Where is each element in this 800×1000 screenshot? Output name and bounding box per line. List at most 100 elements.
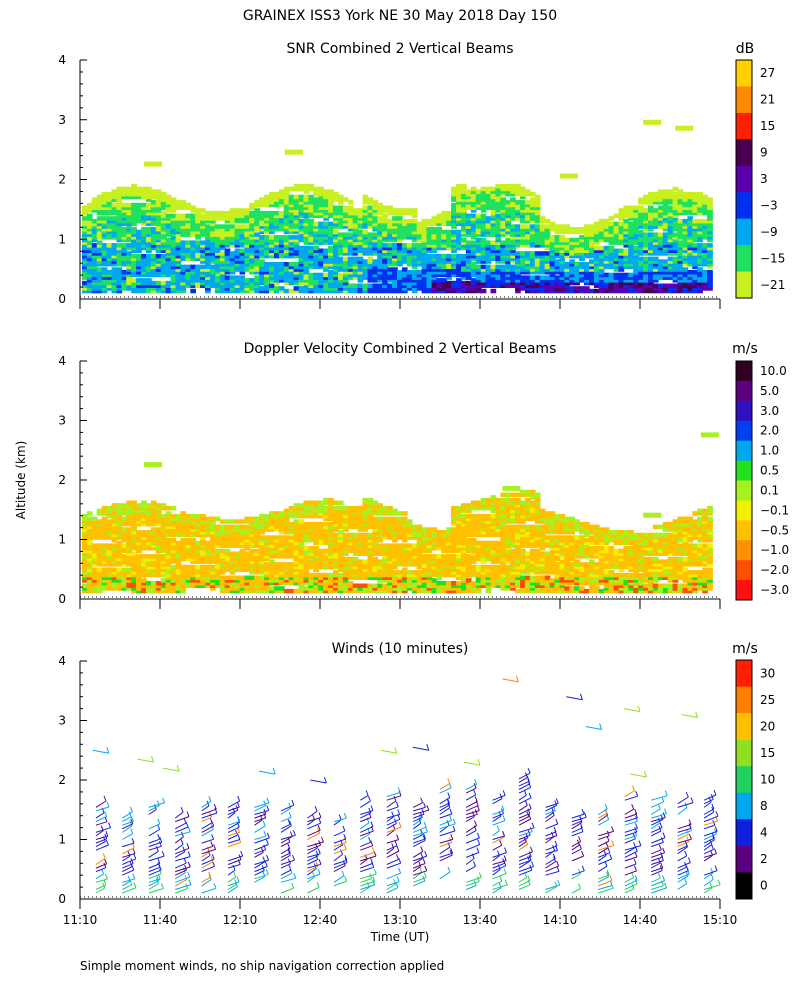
field-cell bbox=[318, 256, 324, 262]
field-cell bbox=[180, 548, 187, 554]
field-cell bbox=[264, 200, 270, 205]
field-cell bbox=[146, 267, 152, 272]
field-cell bbox=[328, 264, 334, 270]
field-cell bbox=[633, 227, 639, 232]
field-cell bbox=[131, 532, 137, 538]
field-cell bbox=[210, 556, 216, 562]
field-cell bbox=[657, 232, 664, 237]
field-cell bbox=[269, 567, 275, 572]
field-cell bbox=[269, 251, 275, 256]
field-cell bbox=[623, 224, 630, 229]
field-cell bbox=[126, 208, 132, 213]
field-cell bbox=[579, 237, 585, 243]
field-cell bbox=[283, 221, 290, 227]
field-cell bbox=[249, 554, 255, 559]
field-cell bbox=[589, 245, 595, 251]
field-cell bbox=[465, 192, 472, 197]
field-cell bbox=[239, 256, 246, 262]
field-cell bbox=[480, 248, 487, 253]
field-cell bbox=[372, 227, 379, 232]
field-cell bbox=[397, 227, 403, 232]
field-cell bbox=[126, 213, 132, 219]
field-cell bbox=[657, 248, 664, 253]
field-cell bbox=[170, 570, 177, 575]
field-cell bbox=[259, 578, 265, 583]
field-cell bbox=[224, 578, 231, 583]
field-cell bbox=[342, 240, 349, 245]
field-cell bbox=[239, 543, 246, 548]
field-cell bbox=[584, 232, 590, 237]
field-cell bbox=[490, 186, 497, 192]
field-cell bbox=[136, 253, 142, 259]
field-cell bbox=[470, 272, 477, 278]
field-cell bbox=[96, 270, 103, 275]
field-cell bbox=[598, 221, 605, 227]
field-cell bbox=[593, 264, 600, 270]
field-cell bbox=[362, 262, 369, 267]
field-cell bbox=[529, 243, 536, 248]
field-cell bbox=[210, 580, 216, 586]
field-cell bbox=[264, 572, 270, 578]
field-cell bbox=[397, 208, 403, 213]
field-cell bbox=[185, 229, 192, 235]
field-cell bbox=[141, 192, 147, 197]
field-cell bbox=[308, 210, 315, 216]
field-cell bbox=[446, 240, 452, 245]
field-cell bbox=[283, 200, 290, 205]
field-cell bbox=[529, 275, 536, 280]
field-cell bbox=[224, 251, 231, 256]
field-cell bbox=[121, 232, 128, 237]
field-cell bbox=[146, 513, 152, 519]
field-cell bbox=[278, 248, 285, 253]
field-cell bbox=[96, 554, 103, 559]
field-cell bbox=[239, 237, 246, 243]
field-cell bbox=[377, 278, 383, 283]
field-cell bbox=[259, 243, 265, 248]
field-cell bbox=[214, 262, 221, 267]
field-cell bbox=[298, 200, 305, 205]
field-cell bbox=[618, 216, 625, 221]
field-cell bbox=[141, 580, 147, 586]
field-cell bbox=[623, 232, 630, 237]
field-cell bbox=[333, 280, 339, 286]
field-cell bbox=[293, 562, 300, 567]
field-cell bbox=[96, 229, 103, 235]
field-cell bbox=[116, 586, 123, 591]
field-cell bbox=[101, 283, 108, 288]
field-cell bbox=[259, 516, 265, 522]
field-cell bbox=[82, 267, 88, 272]
field-cell bbox=[288, 245, 295, 251]
field-cell bbox=[618, 229, 625, 235]
field-cell bbox=[298, 270, 305, 275]
field-cell bbox=[480, 275, 487, 280]
field-cell bbox=[126, 556, 132, 562]
field-cell bbox=[633, 208, 639, 213]
field-cell bbox=[244, 540, 251, 546]
field-cell bbox=[451, 259, 457, 264]
field-cell bbox=[205, 530, 211, 535]
field-cell bbox=[529, 218, 536, 224]
field-cell bbox=[337, 256, 344, 262]
field-cell bbox=[101, 286, 108, 291]
field-cell bbox=[593, 259, 600, 264]
field-cell bbox=[126, 570, 132, 575]
field-cell bbox=[367, 235, 374, 240]
field-cell bbox=[259, 237, 265, 243]
field-cell bbox=[288, 527, 295, 532]
field-cell bbox=[318, 197, 324, 202]
field-cell bbox=[589, 272, 595, 278]
field-cell bbox=[106, 530, 113, 535]
field-cell bbox=[165, 240, 172, 245]
field-cell bbox=[323, 251, 329, 256]
field-cell bbox=[362, 213, 369, 219]
field-cell bbox=[495, 224, 502, 229]
field-cell bbox=[195, 221, 201, 227]
field-cell bbox=[589, 229, 595, 235]
field-cell bbox=[254, 586, 260, 591]
field-cell bbox=[554, 229, 561, 235]
field-cell bbox=[461, 256, 467, 262]
field-cell bbox=[554, 248, 561, 253]
field-cell bbox=[234, 543, 241, 548]
field-cell bbox=[436, 235, 443, 240]
field-cell bbox=[229, 586, 236, 591]
